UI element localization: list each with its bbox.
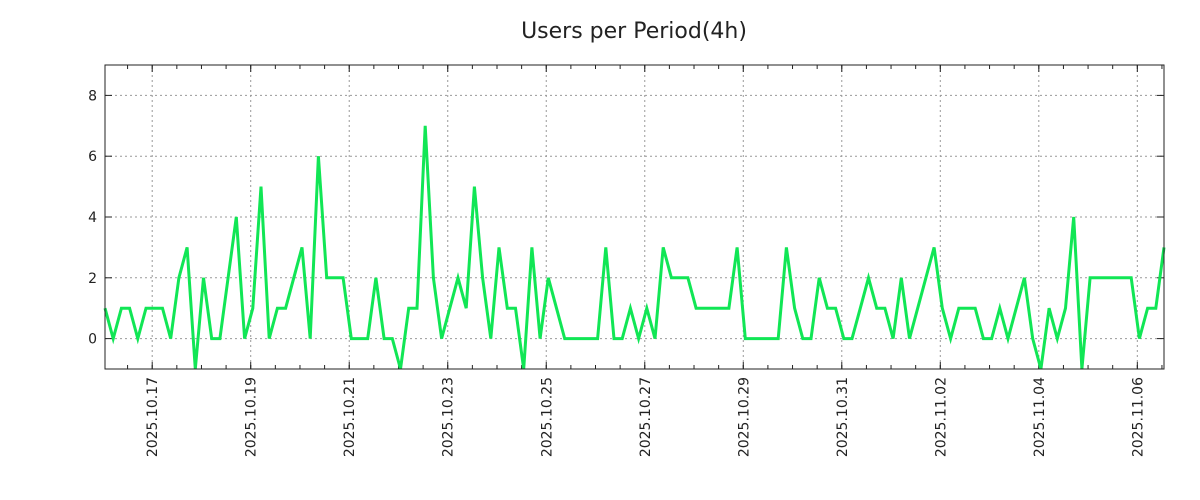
x-tick-label: 2025.10.23 bbox=[441, 377, 457, 457]
y-tick-label: 6 bbox=[88, 149, 97, 165]
x-tick-label: 2025.10.19 bbox=[244, 377, 260, 457]
x-tick-label: 2025.11.04 bbox=[1032, 377, 1048, 457]
series bbox=[103, 125, 1166, 370]
x-tick-label: 2025.10.21 bbox=[342, 377, 358, 457]
y-tick-label: 4 bbox=[88, 210, 97, 226]
series-line-users bbox=[103, 125, 1166, 370]
y-tick-label: 2 bbox=[88, 271, 97, 287]
y-tick-label: 0 bbox=[88, 332, 97, 348]
x-tick-label: 2025.11.06 bbox=[1130, 377, 1146, 457]
x-tick-label: 2025.10.27 bbox=[638, 377, 654, 457]
grid bbox=[105, 65, 1164, 369]
x-tick-label: 2025.10.29 bbox=[736, 377, 752, 457]
x-tick-label: 2025.10.31 bbox=[835, 377, 851, 457]
y-tick-label: 8 bbox=[88, 88, 97, 104]
axis-ticks: 0 2 4 6 8 2025.10.17 2025.10.19 2025.10.21 2025.… bbox=[88, 65, 1164, 457]
x-tick-label: 2025.10.25 bbox=[539, 377, 555, 457]
x-tick-label: 2025.10.17 bbox=[145, 377, 161, 457]
chart-title: Users per Period(4h) bbox=[521, 19, 747, 44]
x-tick-label: 2025.11.02 bbox=[933, 377, 949, 457]
plot-frame bbox=[104, 64, 1165, 370]
